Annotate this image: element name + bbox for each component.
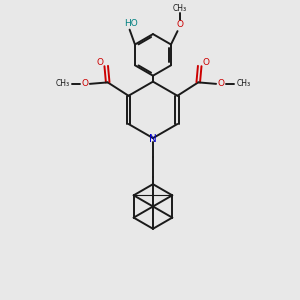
Text: O: O [176, 20, 183, 29]
Text: O: O [81, 80, 88, 88]
Text: CH₃: CH₃ [236, 80, 250, 88]
Text: CH₃: CH₃ [56, 80, 70, 88]
Text: O: O [218, 80, 225, 88]
Text: HO: HO [124, 19, 138, 28]
Text: O: O [202, 58, 209, 67]
Text: N: N [149, 134, 157, 144]
Text: CH₃: CH₃ [172, 4, 187, 13]
Text: O: O [97, 58, 104, 67]
